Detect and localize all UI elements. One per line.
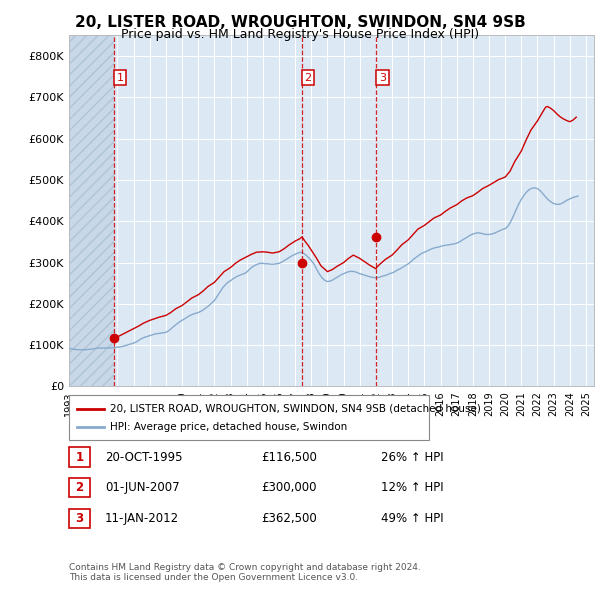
Text: 2: 2 xyxy=(76,481,83,494)
Text: 3: 3 xyxy=(76,512,83,525)
Text: £116,500: £116,500 xyxy=(261,451,317,464)
Text: 1: 1 xyxy=(116,73,124,83)
Text: 49% ↑ HPI: 49% ↑ HPI xyxy=(381,512,443,525)
Text: £362,500: £362,500 xyxy=(261,512,317,525)
Text: 1: 1 xyxy=(76,451,83,464)
Text: 2: 2 xyxy=(304,73,311,83)
Text: 20, LISTER ROAD, WROUGHTON, SWINDON, SN4 9SB (detached house): 20, LISTER ROAD, WROUGHTON, SWINDON, SN4… xyxy=(110,404,481,414)
Text: 20, LISTER ROAD, WROUGHTON, SWINDON, SN4 9SB: 20, LISTER ROAD, WROUGHTON, SWINDON, SN4… xyxy=(74,15,526,30)
Bar xyxy=(69,35,114,386)
Text: 12% ↑ HPI: 12% ↑ HPI xyxy=(381,481,443,494)
Text: 20-OCT-1995: 20-OCT-1995 xyxy=(105,451,182,464)
Text: £300,000: £300,000 xyxy=(261,481,317,494)
Text: Price paid vs. HM Land Registry's House Price Index (HPI): Price paid vs. HM Land Registry's House … xyxy=(121,28,479,41)
Text: 11-JAN-2012: 11-JAN-2012 xyxy=(105,512,179,525)
Text: 26% ↑ HPI: 26% ↑ HPI xyxy=(381,451,443,464)
Text: HPI: Average price, detached house, Swindon: HPI: Average price, detached house, Swin… xyxy=(110,422,347,432)
Text: Contains HM Land Registry data © Crown copyright and database right 2024.
This d: Contains HM Land Registry data © Crown c… xyxy=(69,563,421,582)
Text: 3: 3 xyxy=(379,73,386,83)
Text: 01-JUN-2007: 01-JUN-2007 xyxy=(105,481,179,494)
